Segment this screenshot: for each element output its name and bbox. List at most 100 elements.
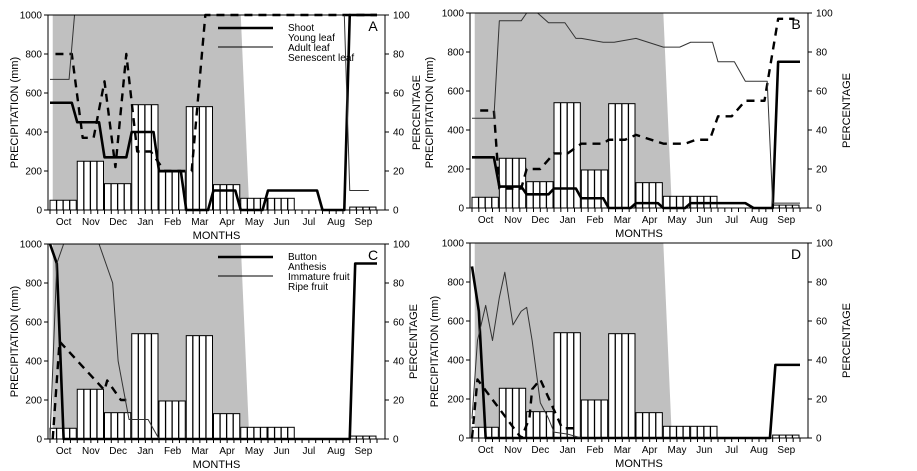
y-tick-label-right: 0: [393, 206, 399, 217]
y-tick-label-right: 80: [393, 279, 405, 290]
x-tick-label: Jul: [725, 445, 738, 456]
y-tick-label-left: 400: [447, 356, 464, 367]
x-tick-label: Nov: [82, 446, 100, 457]
y-tick-label-right: 0: [816, 434, 822, 445]
y-tick-label-right: 60: [816, 317, 828, 328]
y-tick-label-left: 600: [25, 318, 42, 329]
y-axis-title-right: PERCENTAGE: [408, 304, 420, 379]
y-tick-label-left: 600: [447, 87, 464, 98]
legend-entry: Shoot: [288, 23, 314, 34]
y-tick-label-left: 600: [447, 317, 464, 328]
panel-b: 0 200 400 600 800 1000 0 20 40 60 80 100 Oct Nov Dec Ja…: [442, 9, 853, 241]
y-tick-label-right: 100: [393, 11, 410, 22]
panel-label: B: [791, 16, 800, 32]
x-tick-label: Nov: [504, 215, 522, 226]
x-tick-label: Apr: [642, 215, 658, 226]
x-tick-label: Jan: [560, 215, 576, 226]
y-tick-label-right: 60: [393, 318, 405, 329]
y-tick-label-right: 0: [816, 204, 822, 215]
y-tick-label-left: 1000: [20, 240, 43, 251]
x-tick-label: Apr: [219, 446, 235, 457]
x-tick-label: Mar: [614, 215, 632, 226]
y-tick-label-left: 1000: [442, 239, 465, 250]
panel-label: C: [368, 247, 378, 263]
precipitation-bars: [471, 332, 800, 439]
x-tick-label: Feb: [586, 445, 604, 456]
x-tick-label: Sep: [777, 215, 795, 226]
x-tick-label: Sep: [777, 445, 795, 456]
y-tick-label-left: 400: [447, 126, 464, 137]
panel-label: A: [368, 18, 378, 34]
y-tick-label-left: 0: [36, 435, 42, 446]
series-anthesis: [51, 340, 127, 440]
legend-entry: Young leaf: [288, 33, 335, 44]
x-tick-label: Jun: [274, 446, 290, 457]
y-tick-label-right: 0: [393, 435, 399, 446]
y-tick-label-left: 1000: [20, 11, 43, 22]
panel-label: D: [791, 246, 801, 262]
series-young-leaf: [480, 17, 795, 190]
panel-d: 0 200 400 600 800 1000 0 20 40 60 80 100 Oct Nov Dec Ja…: [442, 239, 853, 471]
x-axis-title: MONTHS: [193, 459, 241, 471]
legend-entry: Ripe fruit: [288, 282, 328, 293]
x-tick-label: May: [668, 215, 687, 226]
x-tick-label: Aug: [750, 215, 768, 226]
y-tick-label-right: 40: [816, 356, 828, 367]
y-tick-label-left: 200: [25, 396, 42, 407]
x-tick-label: Oct: [478, 445, 494, 456]
panel-a: 0 200 400 600 800 1000 0 20 40 60 80 100 Oct Nov Dec Ja…: [9, 11, 436, 243]
y-tick-label-left: 200: [447, 165, 464, 176]
precipitation-bars: [471, 102, 800, 209]
y-tick-label-right: 20: [816, 165, 828, 176]
x-tick-label: Nov: [504, 445, 522, 456]
y-tick-label-right: 40: [816, 126, 828, 137]
series-immature-fruit: [471, 271, 582, 439]
y-tick-label-left: 800: [25, 50, 42, 61]
panel-c: 0 200 400 600 800 1000 0 20 40 60 80 100 Oct Nov Dec Ja…: [9, 240, 441, 471]
x-tick-label: Aug: [750, 445, 768, 456]
y-tick-label-left: 400: [25, 128, 42, 139]
y-tick-label-right: 60: [393, 89, 405, 100]
x-tick-label: Oct: [56, 217, 72, 228]
x-tick-label: Sep: [354, 217, 372, 228]
y-axis-title-left: PRECIPITATION (mm): [9, 57, 21, 168]
x-tick-label: Jan: [137, 446, 153, 457]
precipitation-bars: [49, 333, 377, 440]
y-tick-label-right: 100: [816, 9, 833, 20]
y-tick-label-left: 0: [458, 434, 464, 445]
x-tick-label: Dec: [109, 217, 127, 228]
x-axis-title: MONTHS: [615, 458, 663, 470]
y-tick-label-right: 60: [816, 87, 828, 98]
x-tick-label: Dec: [531, 445, 549, 456]
series-anthesis: [470, 378, 576, 440]
y-tick-label-right: 40: [393, 128, 405, 139]
y-tick-label-left: 800: [447, 278, 464, 289]
x-tick-label: Dec: [109, 446, 127, 457]
x-tick-label: Mar: [191, 217, 209, 228]
y-tick-label-left: 200: [25, 167, 42, 178]
y-axis-title-right: PERCENTAGE: [411, 75, 423, 150]
y-axis-title-overlay: PRECIPITATION (mm): [424, 57, 436, 168]
legend-entry: Button: [288, 252, 317, 263]
y-tick-label-left: 800: [447, 48, 464, 59]
y-tick-label-right: 100: [393, 240, 410, 251]
series-adult-leaf: [472, 12, 800, 204]
x-tick-label: May: [245, 446, 264, 457]
y-tick-label-right: 20: [816, 395, 828, 406]
x-tick-label: Dec: [531, 215, 549, 226]
x-tick-label: Apr: [219, 217, 235, 228]
y-tick-label-left: 200: [447, 395, 464, 406]
y-axis-title-overlay: PRECIPITATION (mm): [429, 296, 441, 407]
y-tick-label-right: 80: [393, 50, 405, 61]
y-tick-label-right: 100: [816, 239, 833, 250]
y-tick-label-left: 1000: [442, 9, 465, 20]
series-immature-fruit: [49, 243, 160, 440]
x-tick-label: Oct: [478, 215, 494, 226]
y-tick-label-right: 20: [393, 167, 405, 178]
y-tick-label-right: 40: [393, 357, 405, 368]
y-tick-label-right: 80: [816, 48, 828, 59]
x-tick-label: Jun: [274, 217, 290, 228]
x-tick-label: May: [668, 445, 687, 456]
